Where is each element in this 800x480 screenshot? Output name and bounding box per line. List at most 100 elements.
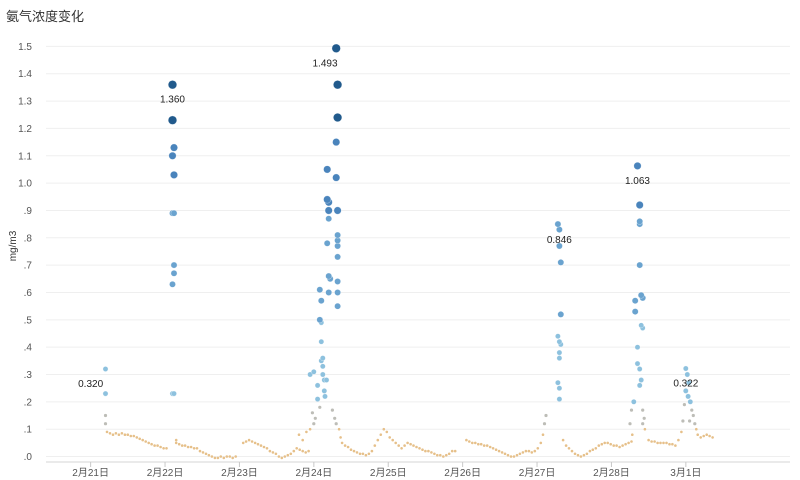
data-point [690, 408, 694, 412]
data-point [636, 366, 643, 372]
data-point [433, 452, 436, 456]
data-point [334, 289, 341, 296]
data-point [126, 433, 130, 437]
data-point [253, 441, 257, 445]
data-point [150, 442, 153, 446]
data-point [556, 385, 563, 392]
data-point [295, 447, 299, 450]
data-point [201, 451, 205, 454]
data-label: 1.493 [312, 58, 337, 69]
data-point [170, 261, 178, 269]
data-point [524, 449, 528, 453]
data-point [274, 452, 278, 456]
data-point [314, 382, 321, 389]
data-point [491, 447, 495, 450]
data-point [339, 436, 342, 439]
data-point [677, 438, 680, 442]
data-point [319, 371, 326, 378]
data-point [301, 449, 305, 453]
data-point [332, 138, 341, 147]
x-tick-label: 2月23日 [221, 467, 258, 479]
data-point [325, 272, 333, 280]
data-point [312, 422, 316, 426]
data-point [665, 441, 668, 445]
data-point [283, 455, 287, 458]
y-tick-label: .6 [24, 288, 33, 299]
data-point [557, 311, 565, 318]
data-point [427, 449, 430, 453]
data-point [247, 438, 251, 442]
data-point [388, 436, 392, 439]
data-point [630, 398, 637, 405]
data-point [213, 456, 217, 460]
data-point [225, 455, 229, 458]
data-point [391, 438, 395, 442]
data-point [322, 393, 328, 400]
data-point [271, 451, 275, 454]
data-point [643, 427, 647, 431]
y-tick-label: 1.4 [18, 69, 32, 80]
data-point [319, 363, 326, 370]
data-point [313, 416, 317, 420]
y-tick-label: 1.2 [18, 124, 32, 135]
data-point [144, 440, 147, 443]
y-tick-label: .8 [24, 233, 33, 244]
data-point [332, 173, 341, 182]
data-point [621, 444, 624, 447]
x-tick-label: 2月27日 [519, 467, 556, 479]
data-point [647, 438, 650, 442]
data-point [103, 422, 108, 426]
x-tick-label: 2月24日 [295, 467, 332, 479]
data-point [518, 452, 522, 456]
data-point [634, 344, 641, 351]
data-point [314, 396, 321, 402]
y-tick-label: 1.5 [18, 42, 32, 53]
data-point [167, 115, 178, 125]
data-point [680, 430, 683, 434]
data-point [465, 438, 468, 442]
data-point [696, 433, 699, 437]
data-point [364, 453, 368, 457]
data-point [453, 449, 457, 453]
x-tick-label: 2月26日 [444, 467, 481, 479]
data-point [485, 444, 489, 447]
data-point [210, 455, 214, 458]
data-point [687, 398, 694, 405]
data-point [400, 447, 403, 450]
data-point [198, 449, 202, 453]
data-point [533, 449, 537, 453]
data-point [114, 432, 118, 435]
data-point [298, 448, 302, 452]
y-tick-label: .7 [24, 261, 33, 272]
data-point [506, 453, 510, 457]
data-point [612, 444, 615, 447]
data-point [120, 432, 124, 435]
data-point [628, 422, 632, 426]
data-point [280, 456, 284, 460]
data-point [430, 451, 433, 454]
data-point [170, 170, 178, 179]
data-point [479, 442, 483, 446]
data-point [316, 316, 324, 324]
data-point [695, 427, 698, 431]
data-point [638, 322, 645, 329]
data-point [471, 441, 474, 445]
data-point [147, 441, 150, 445]
data-point [394, 441, 398, 445]
data-point [323, 377, 330, 383]
data-point [631, 308, 639, 315]
data-point [132, 434, 136, 438]
data-point [615, 444, 618, 447]
y-tick-label: .3 [24, 370, 33, 381]
data-point [334, 253, 341, 261]
y-tick-label: .2 [24, 397, 33, 408]
data-point [567, 447, 571, 450]
data-point [330, 408, 334, 412]
data-point [325, 289, 333, 296]
data-point [102, 390, 109, 397]
data-label: 1.063 [625, 176, 650, 187]
data-point [636, 261, 644, 269]
data-point [412, 444, 415, 447]
data-point [183, 444, 187, 447]
data-label: 0.322 [673, 378, 698, 389]
